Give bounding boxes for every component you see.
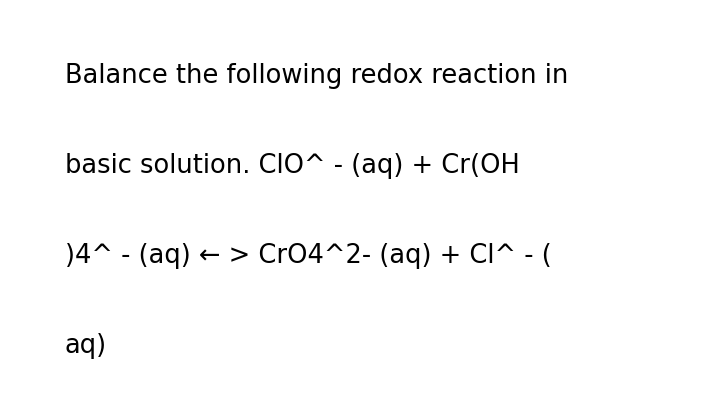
Text: aq): aq) [65,333,107,359]
Text: basic solution. ClO^ - (aq) + Cr(OH: basic solution. ClO^ - (aq) + Cr(OH [65,153,520,179]
Text: )4^ - (aq) ← > CrO4^2- (aq) + Cl^ - (: )4^ - (aq) ← > CrO4^2- (aq) + Cl^ - ( [65,243,552,269]
Text: Balance the following redox reaction in: Balance the following redox reaction in [65,63,568,89]
